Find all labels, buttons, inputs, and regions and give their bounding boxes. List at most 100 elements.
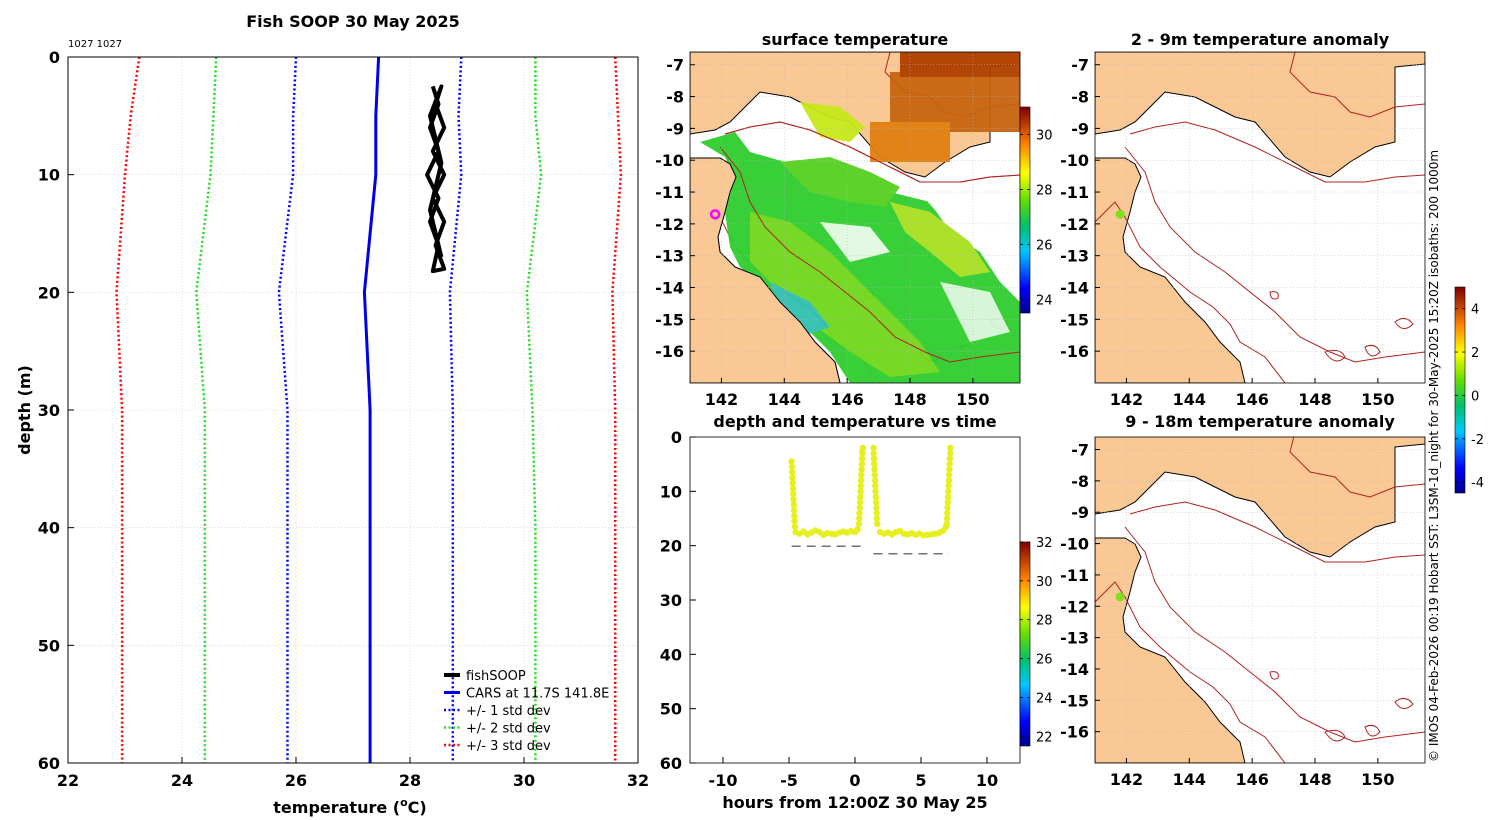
scatter-point bbox=[857, 488, 864, 495]
timeseries-ticks: -10 -5 0 5 10 0 10 20 30 40 50 60 bbox=[660, 428, 998, 790]
timeseries-xlabel: hours from 12:00Z 30 May 25 bbox=[722, 793, 987, 812]
tick-label-lat: -9 bbox=[1071, 119, 1089, 138]
scatter-point bbox=[856, 499, 864, 506]
tick-label-lat: -13 bbox=[655, 247, 684, 266]
colorbar-tick-label: 30 bbox=[1036, 575, 1053, 590]
scatter-point bbox=[871, 477, 879, 484]
tick-label-lat: -7 bbox=[1071, 441, 1089, 460]
tick-label-hours: 0 bbox=[849, 771, 860, 790]
profile-panel: Fish SOOP 30 May 2025 1027 1027 22 24 26 28… bbox=[15, 12, 649, 817]
scatter-point bbox=[944, 493, 952, 500]
scatter-point bbox=[858, 466, 865, 473]
tick-label-lon: 142 bbox=[1110, 390, 1143, 409]
tick-label-lat: -7 bbox=[1071, 56, 1089, 75]
tick-label-lat: -13 bbox=[1060, 629, 1089, 648]
scatter-point bbox=[873, 504, 880, 511]
scatter-point bbox=[859, 444, 867, 452]
tick-label-lon: 148 bbox=[893, 390, 926, 409]
series-line-std1 bbox=[277, 57, 298, 763]
profile-subtitle: 1027 1027 bbox=[68, 39, 122, 50]
profile-ticks: 22 24 26 28 30 32 0 10 20 30 40 50 60 bbox=[38, 48, 649, 790]
tick-label-lat: -8 bbox=[1071, 88, 1089, 107]
tick-label-lat: -11 bbox=[655, 183, 684, 202]
scatter-point bbox=[858, 461, 866, 468]
scatter-point bbox=[870, 444, 877, 452]
timeseries-panel: depth and temperature vs time -10 -5 0 5 10 0… bbox=[660, 412, 1053, 812]
scatter-point bbox=[872, 482, 879, 490]
surface-panel: surface temperature bbox=[655, 30, 1052, 409]
tick-label-lat: -8 bbox=[1071, 472, 1089, 491]
colorbar-tick-label: 24 bbox=[1036, 293, 1053, 308]
profile-series bbox=[115, 57, 623, 763]
colorbar-tick-label: -2 bbox=[1471, 433, 1484, 448]
scatter-point bbox=[856, 515, 863, 522]
scatter-point bbox=[873, 509, 880, 517]
scatter-point bbox=[945, 477, 953, 484]
tick-label-depth: 10 bbox=[660, 482, 682, 501]
legend-label: CARS at 11.7S 141.8E bbox=[466, 687, 609, 702]
series-line-fish bbox=[425, 84, 447, 274]
scatter-point bbox=[944, 509, 951, 517]
tick-label-x: 32 bbox=[627, 771, 649, 790]
anomaly-2-9m-ticks: 142 144 146 148 150 -7 -8 -9 -10 -11 -12 -13 -14 -15 -… bbox=[1060, 56, 1394, 409]
tick-label-lon: 142 bbox=[1110, 770, 1143, 789]
tick-label-depth: 20 bbox=[660, 537, 682, 556]
colorbar-tick-label: 2 bbox=[1471, 346, 1479, 361]
scatter-point bbox=[788, 458, 795, 465]
tick-label-hours: 5 bbox=[915, 771, 926, 790]
scatter-point bbox=[791, 512, 798, 519]
tick-label-lat: -14 bbox=[1060, 660, 1089, 679]
tick-label-x: 30 bbox=[513, 771, 535, 790]
tick-label-lat: -16 bbox=[1060, 723, 1089, 742]
tick-label-lon: 150 bbox=[956, 390, 989, 409]
surface-ticks: 142 144 146 148 150 -7 -8 -9 -10 -11 -12 -13 -14 -15 -… bbox=[655, 56, 989, 409]
tick-label-lat: -11 bbox=[1060, 183, 1089, 202]
tick-label-lat: -7 bbox=[666, 56, 684, 75]
scatter-point bbox=[945, 488, 952, 495]
series-line-cars bbox=[362, 57, 381, 763]
scatter-point bbox=[947, 450, 954, 457]
tick-label-hours: -5 bbox=[780, 771, 798, 790]
anomaly-2-9m-grid bbox=[1095, 52, 1425, 383]
scatter-point bbox=[870, 450, 877, 457]
tick-label-lat: -8 bbox=[666, 88, 684, 107]
timeseries-title: depth and temperature vs time bbox=[713, 412, 996, 431]
series-line-std2 bbox=[525, 57, 543, 763]
tick-label-lon: 146 bbox=[830, 390, 863, 409]
tick-label-lon: 150 bbox=[1361, 390, 1394, 409]
tick-label-y: 60 bbox=[38, 754, 60, 773]
scatter-point bbox=[858, 471, 865, 479]
scatter-point bbox=[857, 493, 864, 500]
legend-label: +/- 3 std dev bbox=[466, 739, 551, 754]
tick-label-lon: 144 bbox=[1173, 390, 1206, 409]
anomaly-9-18m-map bbox=[1095, 437, 1425, 763]
scatter-point bbox=[944, 499, 951, 506]
tick-label-lon: 144 bbox=[1173, 770, 1206, 789]
colorbar-tick-label: 26 bbox=[1036, 653, 1053, 668]
tick-label-lat: -14 bbox=[655, 279, 684, 298]
scatter-point bbox=[872, 493, 880, 500]
anomaly-9-18m-ticks: 142 144 146 148 150 -7 -8 -9 -10 -11 -12 -13 -14 -15 -… bbox=[1060, 441, 1394, 789]
legend-label: +/- 1 std dev bbox=[466, 704, 551, 719]
scatter-point bbox=[790, 507, 798, 514]
scatter-point bbox=[858, 455, 866, 462]
colorbar-tick-label: 26 bbox=[1036, 238, 1053, 253]
scatter-point bbox=[856, 504, 863, 511]
surface-colorbar-ticks: 24 26 28 30 bbox=[1020, 128, 1053, 308]
tick-label-lon: 148 bbox=[1298, 390, 1331, 409]
scatter-point bbox=[943, 520, 950, 528]
tick-label-lat: -12 bbox=[1060, 215, 1089, 234]
scatter-point bbox=[945, 471, 953, 479]
colorbar-tick-label: 24 bbox=[1036, 691, 1053, 706]
tick-label-depth: 30 bbox=[660, 591, 682, 610]
profile-xlabel: temperature (oC) bbox=[273, 796, 426, 817]
tick-label-lat: -14 bbox=[1060, 279, 1089, 298]
tick-label-y: 10 bbox=[38, 166, 60, 185]
scatter-point bbox=[947, 444, 954, 452]
scatter-point bbox=[790, 501, 797, 509]
scatter-point bbox=[789, 485, 797, 492]
colorbar-tick-label: 22 bbox=[1036, 730, 1053, 745]
tick-label-depth: 60 bbox=[660, 754, 682, 773]
scatter-point bbox=[870, 455, 878, 462]
colorbar-tick-label: 28 bbox=[1036, 183, 1053, 198]
